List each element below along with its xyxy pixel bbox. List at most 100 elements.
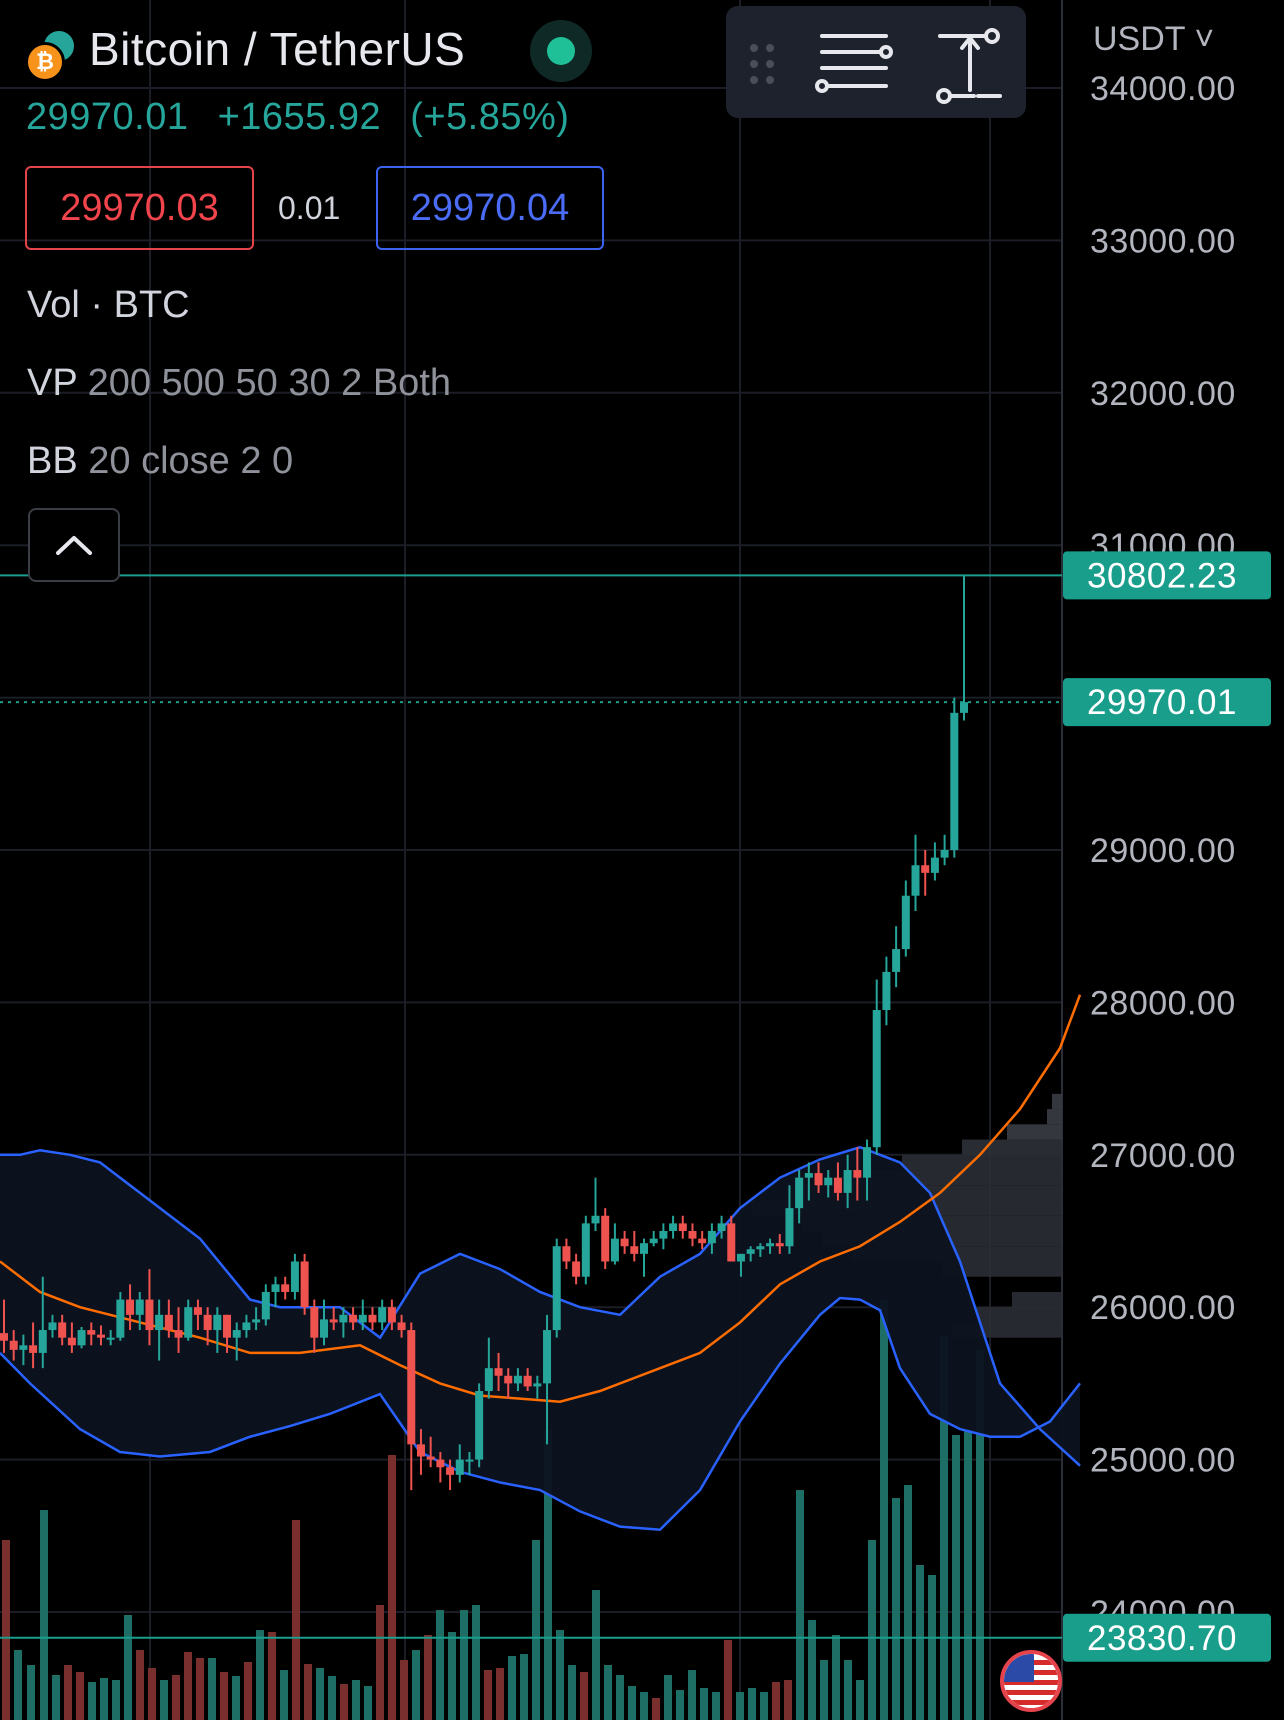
volume-profile-row — [942, 1261, 1062, 1277]
volume-bar — [928, 1575, 936, 1720]
candle-body — [0, 1333, 8, 1341]
candle-body — [67, 1337, 76, 1346]
indicator-volume-profile[interactable]: VP 200 500 50 30 2 Both — [27, 362, 451, 405]
symbol-row[interactable]: ₿ Bitcoin / TetherUS — [25, 22, 466, 82]
indicator-bollinger[interactable]: BB 20 close 2 0 — [27, 440, 293, 483]
volume-bar — [280, 1670, 288, 1720]
candle-body — [727, 1223, 736, 1262]
volume-bar — [400, 1660, 408, 1720]
candle-body — [38, 1330, 47, 1353]
candle-body — [591, 1215, 600, 1224]
candle-body — [96, 1334, 105, 1338]
candle-body — [349, 1314, 358, 1323]
chart-grid — [0, 0, 1063, 1720]
volume-bar — [2, 1540, 10, 1720]
price-tag-box — [1063, 551, 1271, 600]
indicator-params: 200 500 50 30 2 Both — [87, 362, 452, 404]
candle-body — [688, 1231, 697, 1239]
candle-body — [581, 1223, 590, 1277]
buy-price-button[interactable]: 29970.04 — [376, 166, 604, 250]
indicator-name: VP — [27, 362, 78, 404]
collapse-legend-button[interactable] — [28, 508, 120, 582]
volume-bar — [304, 1664, 312, 1720]
price-scale-icon[interactable] — [936, 28, 1002, 104]
volume-bar — [760, 1692, 768, 1720]
volume-bar — [880, 1300, 888, 1720]
candle-body — [513, 1375, 522, 1384]
volume-bar — [256, 1630, 264, 1720]
candle-body — [601, 1215, 610, 1262]
candle-body — [552, 1246, 561, 1331]
candle-body — [504, 1375, 513, 1384]
volume-bar — [172, 1675, 180, 1720]
candle-body — [426, 1456, 435, 1460]
candle-body — [155, 1314, 164, 1331]
volume-bar — [532, 1540, 540, 1720]
price-axis-label: 25000.00 — [1090, 1442, 1236, 1480]
candle-body — [9, 1340, 18, 1350]
candle-body — [87, 1330, 96, 1335]
volume-bar — [508, 1656, 516, 1720]
candle-body — [698, 1238, 707, 1244]
volume-bar — [856, 1680, 864, 1720]
candle-body — [795, 1177, 804, 1209]
chart-toolbar — [726, 6, 1026, 118]
candle-body — [833, 1177, 842, 1193]
volume-bar — [784, 1680, 792, 1720]
candle-body — [940, 850, 949, 858]
candle-body — [882, 971, 891, 1011]
candle-body — [416, 1444, 425, 1457]
candle-body — [543, 1330, 552, 1384]
volume-bar — [964, 1430, 972, 1720]
symbol-title[interactable]: Bitcoin / TetherUS — [89, 23, 466, 75]
candle-body — [853, 1170, 862, 1178]
volume-profile-row — [962, 1139, 1062, 1155]
bollinger-bands — [0, 994, 1082, 1531]
volume-bar — [916, 1565, 924, 1720]
sell-price-button[interactable]: 29970.03 — [25, 166, 254, 250]
volume-bar — [388, 1455, 396, 1720]
volume-bar — [88, 1682, 96, 1720]
candle-body — [106, 1337, 115, 1340]
volume-bar — [820, 1660, 828, 1720]
currency-selector[interactable]: USDT ˅ — [1093, 20, 1215, 58]
bollinger-fill — [0, 1147, 1080, 1530]
candle-body — [649, 1238, 658, 1244]
price-tag-label: 23830.70 — [1087, 1619, 1237, 1658]
price-axis-label: 26000.00 — [1090, 1289, 1236, 1327]
price-axis-label: 32000.00 — [1090, 375, 1236, 413]
drag-handle-icon[interactable] — [750, 44, 774, 84]
indicator-volume[interactable]: Vol · BTC — [27, 284, 190, 327]
candle-body — [126, 1299, 135, 1315]
volume-bar — [604, 1665, 612, 1720]
candle-body — [717, 1223, 726, 1231]
candle-body — [29, 1345, 38, 1353]
bollinger-lower-line — [0, 1296, 1081, 1531]
volume-bar — [568, 1665, 576, 1720]
candle-body — [387, 1307, 396, 1323]
price-change: +1655.92 — [217, 96, 382, 138]
price-axis[interactable]: 34000.0033000.0032000.0031000.0029000.00… — [1090, 70, 1236, 1632]
candle-body — [766, 1243, 775, 1247]
indicator-name: Vol · BTC — [27, 284, 190, 326]
candle-body — [436, 1459, 445, 1468]
candle-body — [756, 1246, 765, 1250]
price-tag-label: 30802.23 — [1087, 556, 1237, 595]
candle-body — [736, 1253, 745, 1262]
candle-body — [407, 1330, 416, 1445]
candle-body — [746, 1249, 755, 1254]
settings-sliders-icon[interactable] — [815, 34, 893, 93]
price-lines — [0, 574, 1062, 1639]
volume-bar — [160, 1680, 168, 1720]
volume-bar — [448, 1632, 456, 1720]
volume-bar — [724, 1640, 732, 1720]
candle-body — [77, 1330, 86, 1346]
candle-body — [775, 1243, 784, 1247]
candle-body — [814, 1173, 823, 1186]
volume-bar — [892, 1498, 900, 1720]
us-flag-icon[interactable] — [1000, 1650, 1062, 1712]
candlesticks — [0, 575, 968, 1491]
volume-bars — [2, 1300, 984, 1720]
candle-body — [620, 1238, 629, 1247]
